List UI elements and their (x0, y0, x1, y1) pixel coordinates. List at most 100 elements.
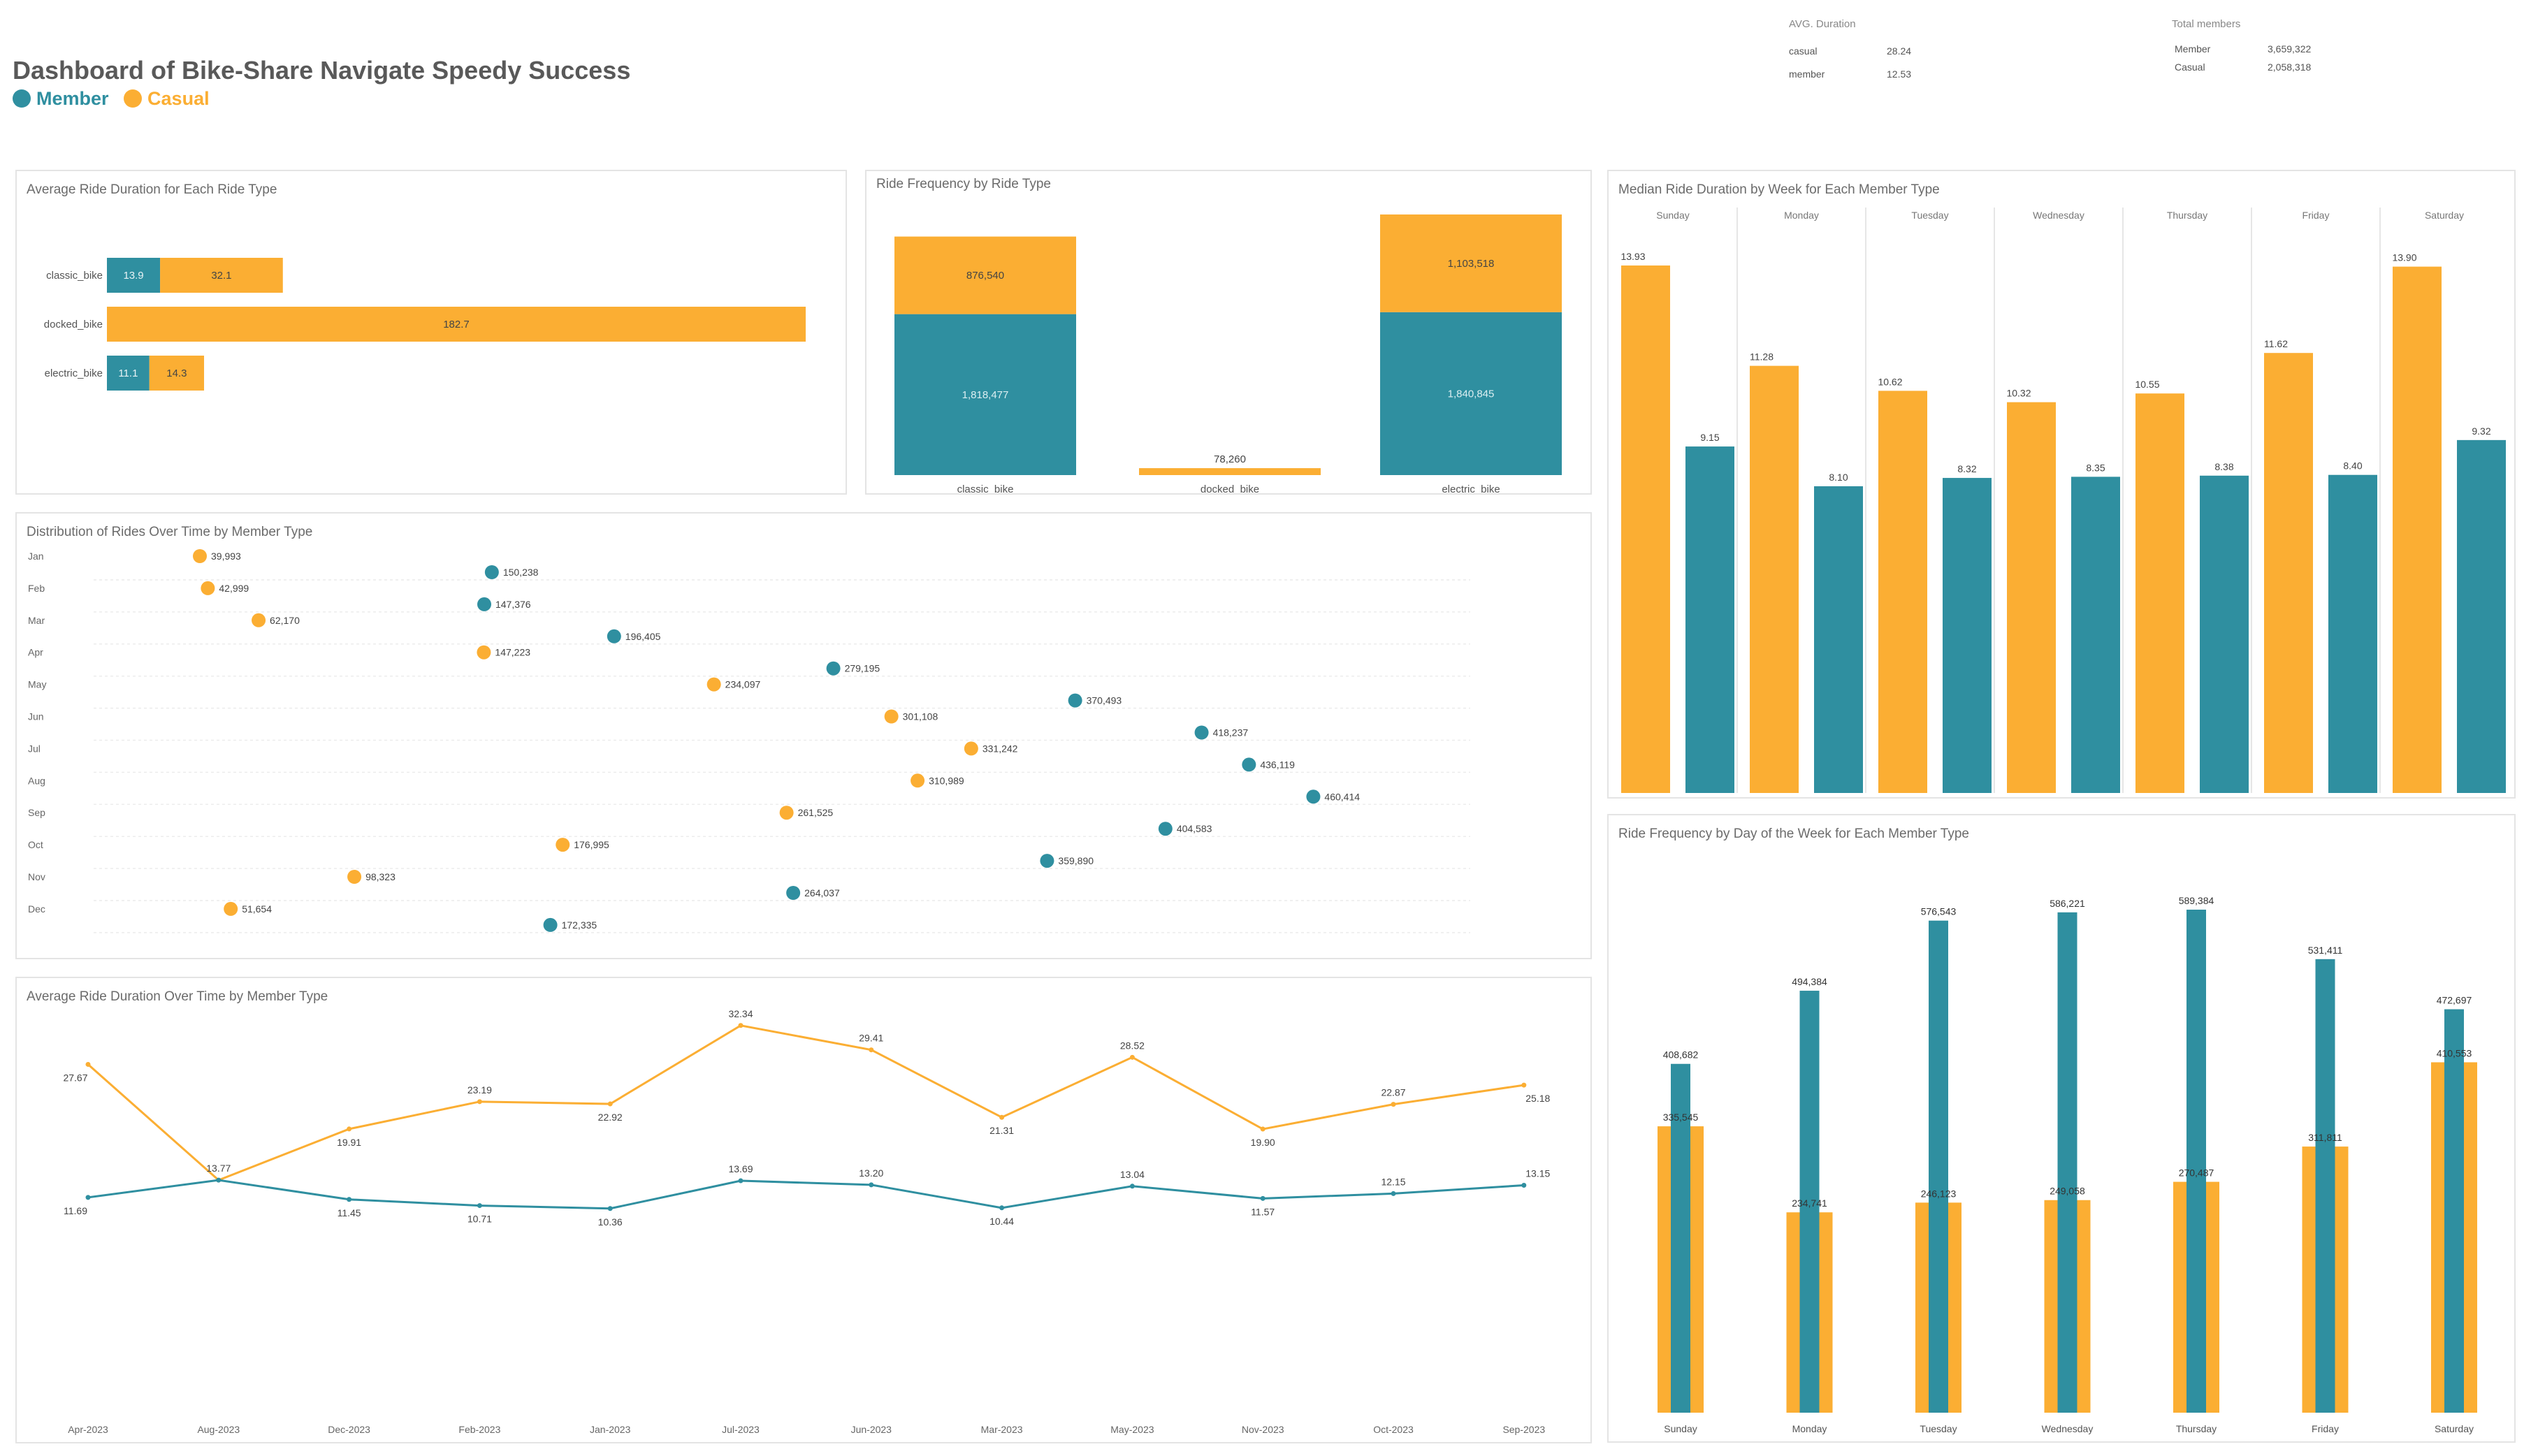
color-legend: Member Casual (13, 88, 210, 110)
month-label: Jul (28, 743, 41, 754)
casual-legend-label: Casual (147, 88, 210, 109)
bar-casual (2007, 402, 2056, 793)
point-casual (607, 1101, 613, 1107)
bar-label: 249,058 (2050, 1186, 2085, 1197)
bar-label: 11.62 (2264, 338, 2288, 349)
dot-casual (201, 581, 215, 595)
point-casual (1129, 1054, 1135, 1060)
month-label: Dec (28, 903, 45, 915)
bar-member (2328, 474, 2377, 793)
bar-label: 335,545 (1663, 1112, 1699, 1123)
month-label: Jan (28, 551, 44, 562)
line-member (87, 1179, 1524, 1210)
dot-label: 234,097 (725, 679, 761, 690)
dot-casual (224, 901, 238, 916)
panel-dist-time: Distribution of Rides Over Time by Membe… (15, 512, 1592, 959)
x-tick-label: Mar-2023 (981, 1424, 1023, 1435)
bar-member (1814, 486, 1863, 793)
day-header: Sunday (1656, 210, 1689, 221)
bar-label: 78,260 (1214, 453, 1246, 465)
bar-member (1671, 1063, 1690, 1413)
bar-label: 9.32 (2472, 425, 2490, 437)
month-label: Apr (28, 647, 43, 658)
panel-median-week: Median Ride Duration by Week for Each Me… (1607, 170, 2516, 799)
panel-title: Ride Frequency by Day of the Week for Ea… (1618, 827, 1969, 841)
dot-label: 264,037 (804, 887, 840, 898)
point-member (477, 1203, 482, 1209)
x-tick-label: Nov-2023 (1242, 1424, 1284, 1435)
point-label: 21.31 (989, 1125, 1014, 1136)
dot-label: 460,414 (1324, 791, 1360, 802)
dot-label: 418,237 (1213, 727, 1249, 738)
dot-casual (193, 549, 207, 563)
dot-label: 404,583 (1177, 823, 1212, 834)
dist-time-chart: Jan Feb Mar Apr May Jun Jul Aug Sep Oct Nov Dec 39,9… (28, 549, 1470, 933)
dot-label: 172,335 (562, 919, 597, 931)
bar-member (2186, 910, 2206, 1413)
day-header: Thursday (2167, 210, 2207, 221)
bar-member (107, 356, 150, 391)
point-casual (1521, 1082, 1527, 1088)
x-tick-label: Jul-2023 (722, 1424, 760, 1435)
dot-member (1306, 789, 1321, 804)
bar-label: 8.35 (2086, 462, 2105, 473)
bar-member (1799, 991, 1820, 1413)
dot-member (1068, 693, 1082, 708)
dot-label: 331,242 (982, 743, 1018, 754)
panel-title: Average Ride Duration Over Time by Membe… (27, 989, 328, 1004)
dot-label: 147,223 (495, 647, 530, 658)
member-legend-label: Member (36, 88, 109, 109)
point-label: 19.91 (337, 1137, 361, 1148)
panel-title: Ride Frequency by Ride Type (876, 177, 1051, 191)
bar-label: 246,123 (1921, 1188, 1957, 1199)
dot-member (1242, 757, 1256, 772)
month-label: Sep (28, 807, 45, 818)
bar-label: 586,221 (2050, 898, 2085, 909)
kpi-avg-casual-label: casual (1789, 45, 1818, 57)
bar-label: 32.1 (211, 270, 231, 282)
median-week-chart: Sunday 13.93 9.15 Monday 11.28 8.10 Tuesday 10.… (1620, 208, 2506, 793)
dot-casual (252, 613, 266, 627)
bar-label: 589,384 (2179, 895, 2214, 906)
day-label: Wednesday (2042, 1423, 2094, 1434)
bar-label: 13.93 (1620, 251, 1645, 262)
bar-casual (1750, 365, 1799, 793)
category-label: docked_bike (1201, 483, 1259, 493)
category-label: classic_bike (46, 270, 103, 282)
dot-label: 62,170 (270, 615, 300, 626)
bar-label: 8.10 (1829, 472, 1848, 483)
point-label: 13.04 (1120, 1169, 1145, 1180)
dot-casual (347, 870, 362, 884)
bar-member (2071, 476, 2120, 793)
dot-casual (884, 709, 899, 724)
bar-member (1380, 312, 1562, 475)
month-label: May (28, 679, 46, 690)
point-member (1260, 1195, 1266, 1201)
bar-label: 1,840,845 (1448, 388, 1495, 400)
bar-label: 10.62 (1878, 376, 1902, 387)
bar-label: 11.1 (118, 367, 138, 379)
x-tick-label: May-2023 (1110, 1424, 1154, 1435)
kpi-total-member-value: 3,659,322 (2268, 43, 2312, 54)
point-label: 12.15 (1381, 1176, 1405, 1187)
bar-label: 13.90 (2392, 252, 2416, 263)
category-label: classic_bike (957, 483, 1014, 493)
day-label: Monday (1792, 1423, 1827, 1434)
bar-member (2457, 439, 2506, 793)
dot-member (543, 917, 558, 932)
dot-member (607, 629, 621, 643)
day-header: Tuesday (1911, 210, 1948, 221)
x-tick-label: Dec-2023 (328, 1424, 370, 1435)
bar-member (107, 258, 161, 293)
freq-dow-chart: 335,545 408,682 Sunday 234,741 494,384 Monday… (1658, 895, 2477, 1434)
dot-label: 261,525 (798, 807, 834, 818)
bar-label: 576,543 (1921, 906, 1957, 917)
bar-label: 410,553 (2437, 1047, 2472, 1058)
point-label: 25.18 (1525, 1093, 1550, 1104)
bar-label: 1,103,518 (1448, 258, 1495, 270)
day-label: Tuesday (1920, 1423, 1957, 1434)
x-tick-label: Sep-2023 (1502, 1424, 1545, 1435)
bar-casual (1621, 265, 1670, 793)
point-casual (738, 1023, 744, 1028)
day-label: Saturday (2435, 1423, 2474, 1434)
